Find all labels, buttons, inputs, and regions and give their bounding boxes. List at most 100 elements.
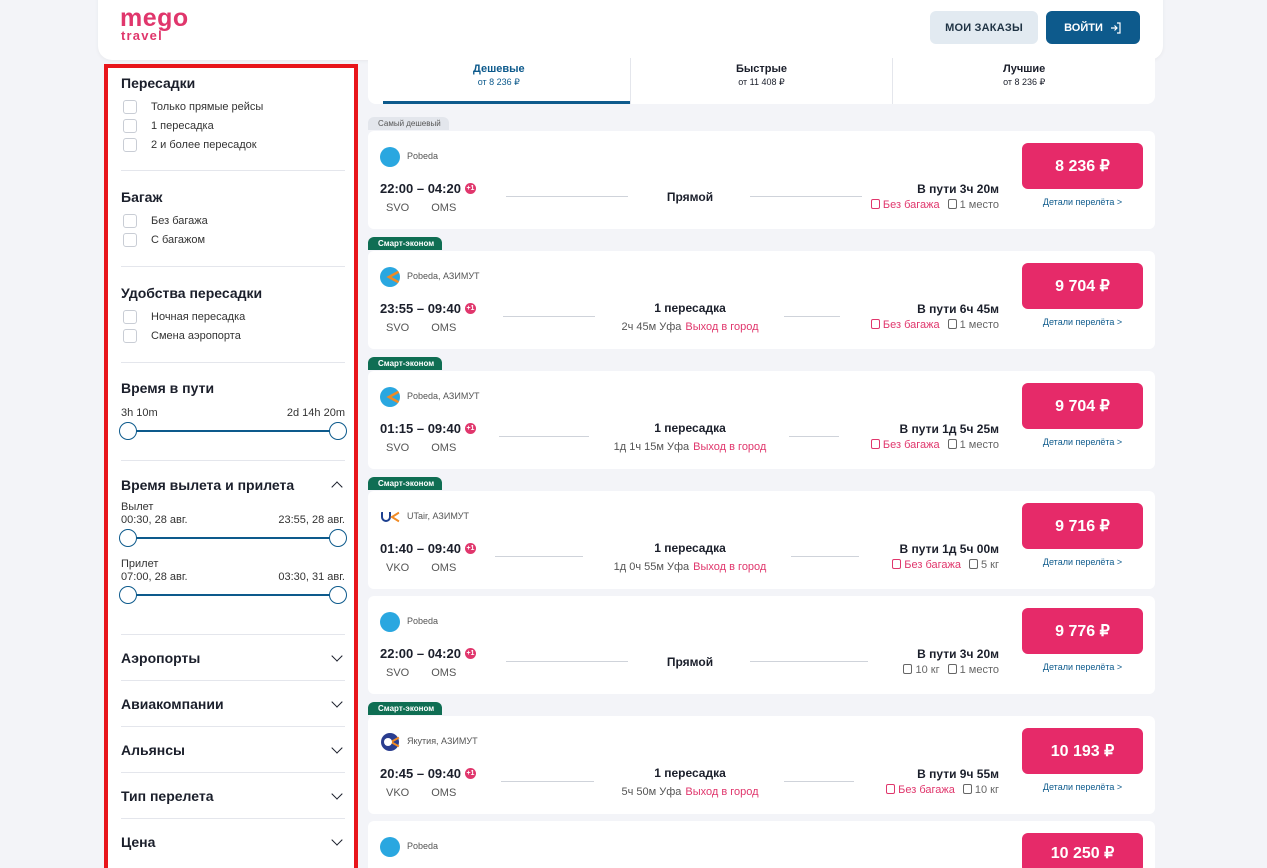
baggage-info: Без багажа 1 место bbox=[870, 199, 999, 211]
utair-logo-icon bbox=[380, 507, 400, 527]
pobeda-logo-icon bbox=[380, 837, 400, 857]
checkbox[interactable] bbox=[123, 328, 137, 343]
stop-detail-text: 2ч 45м Уфа bbox=[621, 321, 682, 333]
slider-track bbox=[127, 537, 339, 539]
baggage-label: Без багажа bbox=[882, 199, 940, 211]
tab-cheapest[interactable]: Дешевые от 8 236 ₽ bbox=[368, 58, 630, 104]
my-orders-button[interactable]: МОИ ЗАКАЗЫ bbox=[930, 11, 1038, 44]
arrival-slider[interactable] bbox=[119, 585, 347, 605]
chevron-down-icon bbox=[331, 650, 343, 662]
route-line bbox=[784, 316, 840, 317]
dep-arr-header[interactable]: Время вылета и прилета bbox=[121, 477, 345, 493]
flight-details-link[interactable]: Детали перелёта > bbox=[1042, 662, 1123, 672]
price-button[interactable]: 10 250 ₽ bbox=[1022, 833, 1143, 868]
flight-card[interactable]: Pobeda 22:00 – 04:20 +1 SVO OMS Прямой В п… bbox=[368, 131, 1155, 229]
filter-title: Цена bbox=[121, 834, 156, 850]
checkbox-label: 1 пересадка bbox=[151, 119, 214, 132]
checkbox-airport-change[interactable]: Смена аэропорта bbox=[121, 326, 345, 345]
price-button[interactable]: 10 193 ₽ bbox=[1022, 728, 1143, 774]
checkbox-direct[interactable]: Только прямые рейсы bbox=[121, 97, 345, 116]
hand-luggage-label: 1 место bbox=[959, 439, 999, 451]
plus-one-day-icon: +1 bbox=[464, 543, 476, 554]
destination-code: OMS bbox=[431, 667, 457, 679]
departure-slider[interactable] bbox=[119, 528, 347, 548]
login-button[interactable]: ВОЙТИ bbox=[1046, 11, 1140, 44]
checkbox-no-baggage[interactable]: Без багажа bbox=[121, 211, 345, 230]
no-baggage: Без багажа bbox=[886, 784, 955, 796]
flight-details-link[interactable]: Детали перелёта > bbox=[1042, 197, 1123, 207]
flight-details-link[interactable]: Детали перелёта > bbox=[1042, 317, 1123, 327]
stops-label: Прямой bbox=[666, 190, 714, 204]
baggage-label: Без багажа bbox=[882, 319, 940, 331]
cheapest-badge: Самый дешевый bbox=[368, 117, 449, 130]
flight-duration: В пути 1д 5ч 00м bbox=[899, 542, 999, 556]
slider-handle-min[interactable] bbox=[119, 586, 137, 604]
sort-tabs: Дешевые от 8 236 ₽ Быстрые от 11 408 ₽ Л… bbox=[368, 58, 1155, 104]
flight-times: 20:45 – 09:40 +1 bbox=[380, 766, 476, 781]
flight-details-link[interactable]: Детали перелёта > bbox=[1042, 782, 1123, 792]
flight-duration: В пути 9ч 55м bbox=[917, 767, 999, 781]
flight-card[interactable]: UTair, АЗИМУТ 01:40 – 09:40 +1 VKO OMS 1 п… bbox=[368, 491, 1155, 589]
filter-airports[interactable]: Аэропорты bbox=[121, 635, 345, 681]
chevron-down-icon bbox=[331, 788, 343, 800]
stop-detail-text: 1д 0ч 55м Уфа bbox=[613, 561, 690, 573]
chevron-up-icon[interactable] bbox=[331, 481, 343, 493]
slider-handle-max[interactable] bbox=[329, 529, 347, 547]
flight-card[interactable]: Pobeda 10 250 ₽ bbox=[368, 821, 1155, 868]
price-button[interactable]: 9 776 ₽ bbox=[1022, 608, 1143, 654]
city-exit-label: Выход в город bbox=[693, 441, 767, 453]
flight-card[interactable]: Pobeda, АЗИМУТ 23:55 – 09:40 +1 SVO OMS 1 … bbox=[368, 251, 1155, 349]
smart-economy-badge: Смарт-эконом bbox=[368, 702, 443, 715]
baggage-label: Без багажа bbox=[898, 784, 955, 796]
divider bbox=[121, 680, 345, 681]
flight-card[interactable]: Pobeda 22:00 – 04:20 +1 SVO OMS Прямой В п… bbox=[368, 596, 1155, 694]
baggage-info: Без багажа 5 кг bbox=[892, 559, 999, 571]
slider-handle-max[interactable] bbox=[329, 422, 347, 440]
checkbox-night-transfer[interactable]: Ночная пересадка bbox=[121, 307, 345, 326]
checkbox-one-transfer[interactable]: 1 пересадка bbox=[121, 116, 345, 135]
slider-handle-min[interactable] bbox=[119, 422, 137, 440]
flight-details-link[interactable]: Детали перелёта > bbox=[1042, 557, 1123, 567]
filter-flight-type[interactable]: Тип перелета bbox=[121, 773, 345, 819]
with-baggage: 10 кг bbox=[903, 664, 940, 676]
plus-one-day-icon: +1 bbox=[464, 303, 476, 314]
chevron-down-icon bbox=[331, 696, 343, 708]
flight-details-link[interactable]: Детали перелёта > bbox=[1042, 437, 1123, 447]
divider bbox=[121, 266, 345, 267]
flight-times: 01:40 – 09:40 +1 bbox=[380, 541, 476, 556]
price-button[interactable]: 9 704 ₽ bbox=[1022, 383, 1143, 429]
flight-card[interactable]: Pobeda, АЗИМУТ 01:15 – 09:40 +1 SVO OMS 1 … bbox=[368, 371, 1155, 469]
price-button[interactable]: 9 716 ₽ bbox=[1022, 503, 1143, 549]
hand-luggage: 1 место bbox=[947, 664, 999, 676]
checkbox[interactable] bbox=[123, 137, 137, 152]
slider-track bbox=[127, 594, 339, 596]
mego-travel-logo[interactable]: mego travel bbox=[120, 6, 189, 43]
filter-price[interactable]: Цена bbox=[121, 819, 345, 865]
checkbox[interactable] bbox=[123, 232, 137, 247]
origin-code: SVO bbox=[386, 202, 410, 214]
checkbox[interactable] bbox=[123, 309, 137, 324]
airport-codes: VKO OMS bbox=[386, 562, 456, 574]
checkbox-with-baggage[interactable]: С багажом bbox=[121, 230, 345, 249]
slider-handle-min[interactable] bbox=[119, 529, 137, 547]
chevron-down-icon bbox=[331, 834, 343, 846]
tab-best[interactable]: Лучшие от 8 236 ₽ bbox=[892, 58, 1155, 104]
filter-travel-time: Время в пути 3h 10m 2d 14h 20m bbox=[119, 380, 347, 441]
filter-alliances[interactable]: Альянсы bbox=[121, 727, 345, 773]
tab-fastest[interactable]: Быстрые от 11 408 ₽ bbox=[629, 58, 893, 104]
destination-code: OMS bbox=[431, 322, 457, 334]
travel-time-slider[interactable] bbox=[119, 421, 347, 441]
price-button[interactable]: 8 236 ₽ bbox=[1022, 143, 1143, 189]
checkbox[interactable] bbox=[123, 99, 137, 114]
checkbox[interactable] bbox=[123, 213, 137, 228]
checkbox-two-plus[interactable]: 2 и более пересадок bbox=[121, 135, 345, 154]
hand-luggage-icon bbox=[947, 439, 957, 449]
flight-card[interactable]: Якутия, АЗИМУТ 20:45 – 09:40 +1 VKO OMS 1 … bbox=[368, 716, 1155, 814]
baggage-icon bbox=[886, 784, 896, 794]
price-button[interactable]: 9 704 ₽ bbox=[1022, 263, 1143, 309]
slider-handle-max[interactable] bbox=[329, 586, 347, 604]
checkbox[interactable] bbox=[123, 118, 137, 133]
filter-airlines[interactable]: Авиакомпании bbox=[121, 681, 345, 727]
time-range: 23:55 – 09:40 bbox=[380, 301, 461, 316]
baggage-info: Без багажа 1 место bbox=[870, 319, 999, 331]
